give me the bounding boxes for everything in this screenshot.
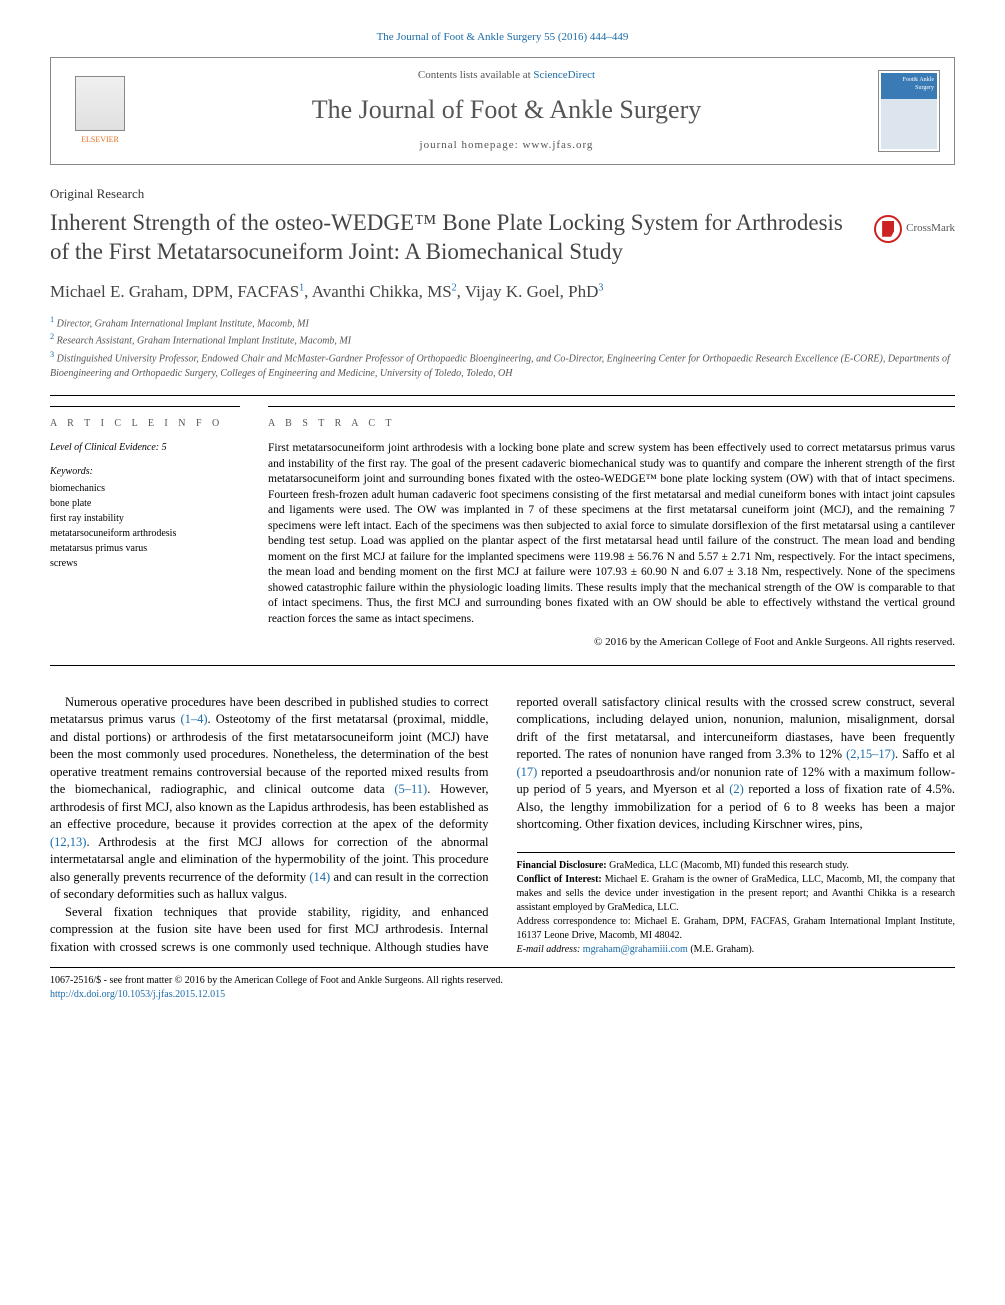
crossmark-badge[interactable]: CrossMark [874,215,955,243]
affiliation-3: Distinguished University Professor, Endo… [50,353,950,379]
ref-link[interactable]: (14) [309,870,330,884]
email-label: E-mail address: [517,944,583,955]
body-span: . Saffo et al [895,747,955,761]
affiliations: 1 Director, Graham International Implant… [50,314,955,381]
cover-title: Foot& Ankle Surgery [881,73,937,99]
abstract-column: A B S T R A C T First metatarsocuneiform… [268,406,955,651]
conflict-of-interest-label: Conflict of Interest: [517,874,602,885]
author-3: , Vijay K. Goel, PhD [457,282,599,301]
keyword: metatarsocuneiform arthrodesis [50,526,240,541]
article-info-sidebar: A R T I C L E I N F O Level of Clinical … [50,406,240,651]
ref-link[interactable]: (2) [729,782,744,796]
ref-link[interactable]: (17) [517,765,538,779]
authors-line: Michael E. Graham, DPM, FACFAS1, Avanthi… [50,280,955,304]
author-2: , Avanthi Chikka, MS [304,282,452,301]
cover-image-icon [881,99,937,149]
crossmark-icon [874,215,902,243]
journal-citation: The Journal of Foot & Ankle Surgery 55 (… [50,30,955,45]
body-text: Numerous operative procedures have been … [50,694,955,957]
affil-sup-3: 3 [50,350,54,359]
keyword: first ray instability [50,511,240,526]
journal-cover-thumbnail: Foot& Ankle Surgery [878,70,940,152]
author-3-affil-sup: 3 [598,283,603,294]
body-paragraph: Numerous operative procedures have been … [50,694,489,904]
abstract-copyright: © 2016 by the American College of Foot a… [268,635,955,650]
divider [50,395,955,396]
contents-prefix: Contents lists available at [418,69,533,81]
financial-disclosure-label: Financial Disclosure: [517,860,607,871]
affiliation-1: Director, Graham International Implant I… [57,318,309,329]
journal-homepage: journal homepage: www.jfas.org [135,138,878,153]
homepage-prefix: journal homepage: [420,139,523,151]
level-of-evidence: Level of Clinical Evidence: 5 [50,441,240,455]
homepage-url[interactable]: www.jfas.org [522,139,593,151]
keywords-label: Keywords: [50,465,240,479]
abstract-heading: A B S T R A C T [268,406,955,431]
crossmark-label: CrossMark [906,221,955,236]
email-suffix: (M.E. Graham). [688,944,754,955]
ref-link[interactable]: (2,15–17) [846,747,895,761]
footer-copyright: 1067-2516/$ - see front matter © 2016 by… [50,974,955,988]
affil-sup-2: 2 [50,332,54,341]
journal-title: The Journal of Foot & Ankle Surgery [135,92,878,128]
sciencedirect-link[interactable]: ScienceDirect [533,69,595,81]
financial-disclosure: GraMedica, LLC (Macomb, MI) funded this … [607,860,849,871]
page-footer: 1067-2516/$ - see front matter © 2016 by… [50,967,955,1002]
ref-link[interactable]: (5–11) [394,782,427,796]
author-1: Michael E. Graham, DPM, FACFAS [50,282,299,301]
contents-line: Contents lists available at ScienceDirec… [135,68,878,83]
affiliation-2: Research Assistant, Graham International… [57,336,351,347]
keyword: screws [50,556,240,571]
loe-label: Level of Clinical Evidence: [50,442,162,453]
corresponding-email[interactable]: mgraham@grahamiii.com [583,944,688,955]
keyword: bone plate [50,496,240,511]
elsevier-tree-icon [75,76,125,131]
footnotes: Financial Disclosure: GraMedica, LLC (Ma… [517,852,956,957]
doi-link[interactable]: http://dx.doi.org/10.1053/j.jfas.2015.12… [50,988,955,1002]
article-info-heading: A R T I C L E I N F O [50,406,240,431]
divider [50,665,955,666]
keyword: metatarsus primus varus [50,541,240,556]
keywords-list: biomechanics bone plate first ray instab… [50,481,240,571]
keyword: biomechanics [50,481,240,496]
article-type: Original Research [50,185,955,203]
abstract-text: First metatarsocuneiform joint arthrodes… [268,441,955,627]
loe-value: 5 [162,442,167,453]
elsevier-label: ELSEVIER [81,134,119,145]
ref-link[interactable]: (12,13) [50,835,86,849]
journal-header-box: ELSEVIER Contents lists available at Sci… [50,57,955,164]
affil-sup-1: 1 [50,315,54,324]
article-title: Inherent Strength of the osteo-WEDGE™ Bo… [50,209,854,267]
elsevier-logo: ELSEVIER [65,71,135,151]
correspondence: Address correspondence to: Michael E. Gr… [517,915,956,943]
ref-link[interactable]: (1–4) [180,712,207,726]
